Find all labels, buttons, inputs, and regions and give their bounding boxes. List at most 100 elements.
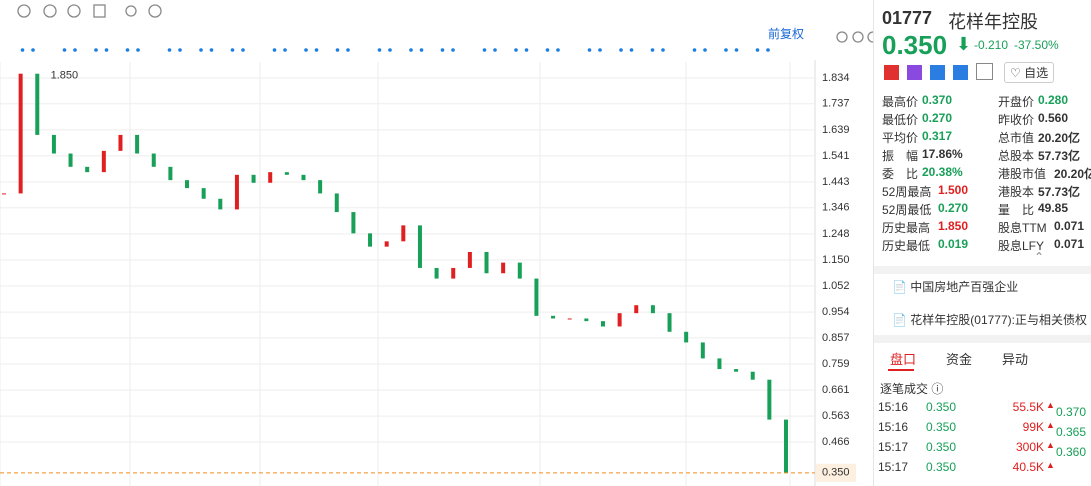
candle: [268, 172, 273, 183]
event-dot: [419, 48, 424, 52]
candle: [750, 371, 755, 380]
candle: [650, 305, 655, 314]
y-tick-label: 0.759: [822, 358, 850, 370]
trade-volume: 99K: [1022, 420, 1044, 434]
candle: [634, 305, 639, 314]
event-dot: [73, 48, 77, 52]
candle: [284, 172, 289, 175]
change-pct: -37.50%: [1014, 38, 1059, 52]
y-tick-label: 0.857: [822, 332, 850, 344]
candle: [551, 315, 556, 319]
stat-label: 平均价: [882, 131, 919, 145]
y-tick-label: 1.443: [822, 176, 850, 188]
candle: [168, 166, 173, 181]
down-arrow: ⬇: [956, 34, 972, 54]
candle: [434, 267, 439, 279]
event-dot: [755, 48, 760, 52]
stock-code: 01777: [882, 8, 933, 28]
stat-label: 量 比: [998, 203, 1035, 217]
y-tick-label: 1.346: [822, 202, 850, 214]
candle: [684, 331, 689, 343]
collapse[interactable]: ⌃: [1034, 250, 1045, 264]
event-dot: [388, 48, 392, 52]
stat-label: 开盘价: [998, 95, 1035, 109]
news-text: 花样年控股(01777):正与相关债权: [910, 313, 1087, 327]
stat-value: 17.86%: [922, 147, 963, 161]
candle: [451, 267, 456, 279]
event-dot: [545, 48, 550, 52]
stat-label: 历史最高: [882, 221, 931, 235]
stat-label: 最低价: [882, 113, 919, 127]
high-label: 1.850: [51, 70, 79, 82]
tab[interactable]: 盘口: [890, 352, 917, 367]
candle: [251, 174, 256, 183]
candle: [2, 193, 6, 195]
stat-label: 港股市值: [998, 167, 1047, 181]
candle: [368, 233, 373, 247]
trade-time: 15:16: [878, 420, 909, 434]
change: -0.210: [974, 38, 1009, 52]
event-dot: [272, 48, 277, 52]
side-price: 0.365: [1056, 425, 1087, 439]
candle: [51, 134, 56, 154]
side-price: 0.360: [1056, 445, 1087, 459]
event-dot: [451, 48, 455, 52]
candle: [384, 241, 389, 247]
stat-label: 总股本: [998, 149, 1035, 163]
stat-value: 1.850: [938, 219, 969, 233]
candle: [351, 212, 356, 234]
candle: [484, 251, 489, 274]
event-dot: [587, 48, 592, 52]
event-dot: [692, 48, 697, 52]
candle: [584, 318, 589, 322]
candle: [401, 225, 406, 242]
trade-price: 0.350: [926, 440, 957, 454]
stat-value: 0.071: [1054, 219, 1085, 233]
candle: [467, 251, 472, 268]
stat-value: 0.071: [1054, 237, 1085, 251]
candle: [201, 188, 206, 199]
event-dot: [136, 48, 140, 52]
candle: [218, 198, 223, 210]
y-tick-label: 1.737: [822, 98, 850, 110]
divider: [874, 266, 1091, 274]
event-dot: [230, 48, 235, 52]
stat-value: 0.019: [938, 237, 969, 251]
tab[interactable]: 资金: [946, 352, 973, 367]
event-dot: [314, 48, 319, 52]
last-price-box: [816, 463, 856, 482]
event-dot: [377, 48, 382, 52]
event-dot: [440, 48, 445, 52]
candle: [101, 150, 106, 173]
stat-value: 0.317: [922, 129, 953, 143]
watch-button[interactable]: ♡ 自选: [1004, 62, 1055, 83]
event-dot: [619, 48, 623, 52]
candle: [118, 134, 123, 151]
y-tick-label: 1.150: [822, 254, 850, 266]
candle: [567, 318, 572, 320]
stat-label: 历史最低: [882, 239, 931, 253]
event-dot: [199, 48, 203, 52]
event-dot: [346, 48, 350, 52]
badges: [884, 63, 993, 83]
tab-underline: [888, 369, 914, 371]
tab[interactable]: 异动: [1002, 352, 1029, 367]
candle: [534, 278, 539, 316]
event-dot: [724, 48, 728, 52]
y-tick-label: 1.248: [822, 228, 850, 240]
y-tick-label: 1.541: [822, 150, 850, 162]
candle: [700, 342, 705, 359]
restore-button[interactable]: 前复权: [768, 26, 804, 41]
event-dot: [409, 48, 413, 52]
stat-value: 0.270: [938, 201, 969, 215]
last-price-label: 0.350: [822, 467, 850, 479]
news-item[interactable]: 📄 中国房地产百强企业: [892, 280, 1019, 294]
candle: [501, 262, 506, 274]
stat-label: 52周最低: [882, 203, 932, 217]
stat-label: 最高价: [882, 95, 919, 109]
news-item[interactable]: 📄 花样年控股(01777):正与相关债权: [892, 313, 1087, 327]
event-dot: [241, 48, 245, 52]
trade-arrow: ▲: [1046, 460, 1055, 470]
event-dot: [335, 48, 340, 52]
